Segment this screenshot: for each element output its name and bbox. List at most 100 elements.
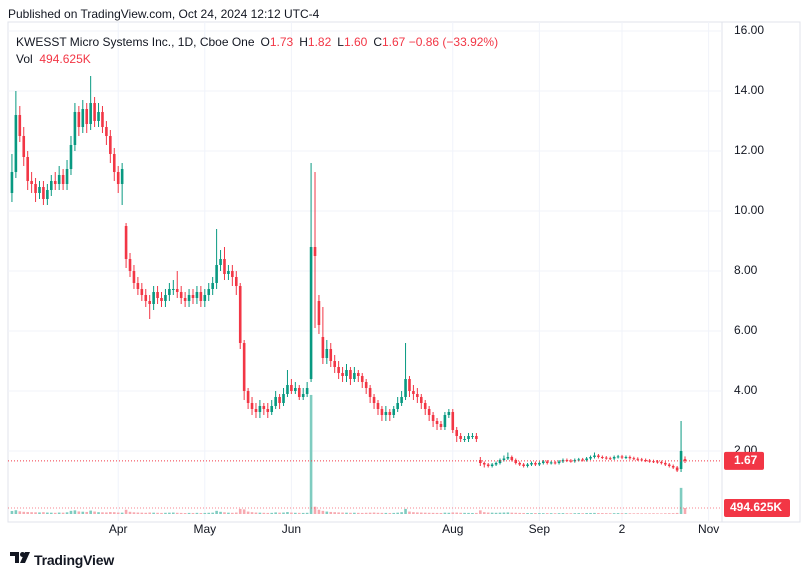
volume-bar bbox=[61, 512, 65, 514]
candle-body bbox=[427, 409, 431, 415]
candle-body bbox=[628, 457, 632, 459]
candle-body bbox=[518, 463, 521, 465]
volume-bar bbox=[219, 511, 222, 514]
volume-bar bbox=[569, 513, 573, 514]
volume-bar bbox=[317, 509, 321, 514]
x-tick-label: Nov bbox=[698, 522, 719, 536]
volume-bar bbox=[168, 512, 171, 514]
volume-bar bbox=[589, 512, 592, 514]
volume-bar bbox=[156, 512, 159, 514]
volume-bar bbox=[191, 512, 195, 514]
candle-body bbox=[266, 409, 270, 412]
grid bbox=[8, 22, 722, 522]
candle-body bbox=[404, 379, 407, 397]
volume-bar bbox=[506, 512, 510, 514]
candle-body bbox=[305, 388, 309, 394]
candle-body bbox=[231, 271, 234, 277]
candle-body bbox=[160, 298, 163, 301]
volume-bar bbox=[274, 512, 277, 514]
change: −0.86 (−33.92%) bbox=[408, 35, 499, 49]
candle-body bbox=[329, 349, 333, 361]
y-tick-label: 10.00 bbox=[734, 203, 764, 217]
volume-bar bbox=[400, 512, 403, 514]
x-tick-label: Aug bbox=[442, 522, 463, 536]
volume-bar bbox=[667, 513, 671, 514]
volume-bar bbox=[136, 512, 140, 514]
candle-body bbox=[290, 385, 293, 391]
legend-key: H bbox=[299, 35, 308, 49]
volume-bar bbox=[85, 511, 89, 514]
volume-bar bbox=[636, 513, 640, 514]
volume-bar bbox=[120, 512, 124, 514]
volume-bar bbox=[648, 513, 651, 514]
candle-body bbox=[510, 457, 514, 460]
candle-body bbox=[144, 295, 148, 301]
volume-bar bbox=[577, 513, 581, 514]
candle-body bbox=[557, 461, 561, 463]
volume-bar bbox=[49, 512, 53, 514]
candle-body bbox=[597, 455, 600, 457]
volume-bar bbox=[392, 512, 396, 514]
candle-body bbox=[514, 460, 518, 463]
volume-bar bbox=[384, 512, 388, 514]
candle-body bbox=[400, 397, 403, 403]
volume-bar bbox=[419, 512, 423, 514]
volume-bar bbox=[502, 512, 506, 514]
candle-body bbox=[207, 289, 211, 295]
x-tick-label: Sep bbox=[529, 522, 551, 536]
candle-body bbox=[191, 295, 195, 298]
candle-body bbox=[105, 127, 108, 136]
candle-body bbox=[175, 289, 179, 292]
candle-body bbox=[61, 175, 65, 184]
x-tick-label: May bbox=[193, 522, 216, 536]
candle-body bbox=[364, 382, 368, 388]
volume-bar bbox=[69, 510, 73, 514]
volume-bar bbox=[431, 512, 435, 514]
volume-bar bbox=[112, 512, 116, 514]
volume-bar bbox=[467, 512, 470, 514]
volume-bar bbox=[601, 513, 604, 514]
legend-main: KWESST Micro Systems Inc., 1D, Cboe One … bbox=[16, 34, 498, 51]
volume-bar bbox=[640, 513, 644, 514]
candle-body bbox=[581, 459, 584, 461]
candle-body bbox=[30, 181, 33, 184]
volume-bar bbox=[522, 512, 525, 514]
volume-bar bbox=[250, 512, 254, 514]
candle-body bbox=[156, 292, 159, 298]
volume-bar bbox=[388, 512, 392, 514]
candle-body bbox=[372, 397, 376, 403]
candle-body bbox=[620, 456, 624, 458]
candle-body bbox=[349, 370, 352, 379]
volume-bar bbox=[616, 513, 620, 514]
volume-bar bbox=[254, 512, 258, 514]
volume-bar bbox=[187, 512, 191, 514]
candle-body bbox=[77, 112, 81, 127]
volume-bar bbox=[325, 511, 329, 514]
volume-bar bbox=[301, 512, 305, 514]
volume-bar bbox=[262, 512, 266, 514]
volume-bar bbox=[290, 512, 293, 514]
candle-body bbox=[490, 464, 494, 466]
candle-body bbox=[467, 436, 470, 439]
volume-bar bbox=[223, 512, 226, 514]
candle-body bbox=[270, 406, 274, 412]
volume-bar bbox=[514, 512, 518, 514]
candle-body bbox=[679, 451, 683, 469]
candle-body bbox=[471, 436, 474, 437]
volume-bar bbox=[612, 513, 616, 514]
candle-body bbox=[475, 436, 478, 439]
candle-body bbox=[573, 460, 577, 462]
candle-body bbox=[506, 457, 510, 459]
candle-body bbox=[498, 460, 502, 463]
volume-bar bbox=[246, 511, 250, 514]
volume-bar bbox=[329, 511, 333, 514]
candle-body bbox=[431, 415, 435, 421]
volume-bar bbox=[116, 512, 120, 514]
candle-body bbox=[195, 292, 199, 298]
x-tick-label: Apr bbox=[109, 522, 128, 536]
volume-bar bbox=[97, 512, 100, 514]
candle-body bbox=[542, 461, 545, 463]
volume-bar bbox=[231, 512, 234, 514]
volume-bar bbox=[333, 512, 336, 514]
